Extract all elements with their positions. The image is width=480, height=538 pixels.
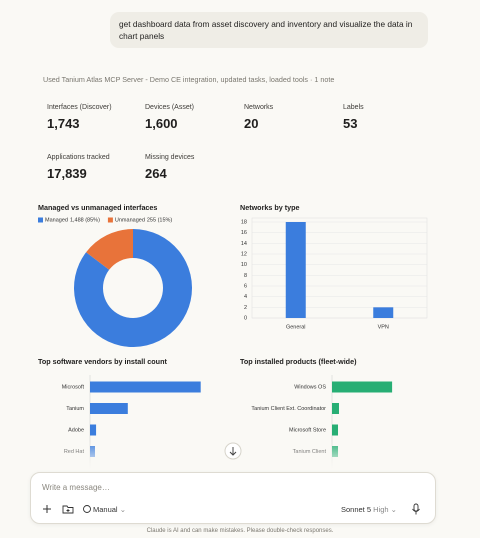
y-tick-label: Microsoft Store xyxy=(289,427,326,433)
y-tick-label: Adobe xyxy=(68,427,84,433)
bar xyxy=(285,222,306,318)
disclaimer: Claude is AI and can make mistakes. Plea… xyxy=(146,528,334,534)
y-tick-label: 0 xyxy=(244,315,247,321)
x-tick-label: General xyxy=(286,324,306,330)
x-tick-label: VPN xyxy=(378,324,389,330)
stat-value: 17,839 xyxy=(47,166,87,181)
model-selector[interactable]: Sonnet 5 High ⌄ xyxy=(341,505,397,514)
bar xyxy=(90,381,201,393)
y-tick-label: 6 xyxy=(244,283,247,289)
stat-label: Devices (Asset) xyxy=(145,104,195,111)
mode-selector[interactable]: Manual ⌄ xyxy=(93,505,126,514)
stat-label: Networks xyxy=(244,104,274,111)
bar xyxy=(332,424,339,436)
stat-value: 1,743 xyxy=(47,116,80,131)
chart-title: Top software vendors by install count xyxy=(38,357,167,366)
bar xyxy=(90,424,97,436)
stat-label: Interfaces (Discover) xyxy=(47,104,112,111)
y-tick-label: 10 xyxy=(241,262,247,268)
legend-swatch xyxy=(38,217,43,223)
y-tick-label: 2 xyxy=(244,305,247,311)
composer-icons[interactable] xyxy=(41,503,91,515)
bar xyxy=(90,403,128,414)
tool-note[interactable]: Used Tanium Atlas MCP Server - Demo CE i… xyxy=(43,75,335,84)
y-tick-label: Microsoft xyxy=(62,384,85,390)
stat-label: Applications tracked xyxy=(47,154,110,161)
composer[interactable]: Write a message… Manual ⌄ Sonnet 5 High … xyxy=(30,472,436,524)
mode: Manual xyxy=(93,505,118,514)
legend-value: 1,488 (85%) xyxy=(70,217,100,223)
pie-slice xyxy=(86,229,133,270)
y-tick-label: Tanium Client Ext. Coordinator xyxy=(251,406,326,412)
mic-button[interactable] xyxy=(410,503,422,515)
scroll-down-button[interactable] xyxy=(224,442,242,460)
y-tick-label: 12 xyxy=(241,251,247,257)
y-tick-label: 14 xyxy=(241,241,247,247)
user-message: get dashboard data from asset discovery … xyxy=(110,12,428,48)
y-tick-label: 18 xyxy=(241,219,247,225)
bar xyxy=(373,307,394,318)
y-tick-label: 16 xyxy=(241,230,247,236)
pie-slice xyxy=(74,229,193,347)
message-input[interactable]: Write a message… xyxy=(42,483,110,492)
legend-label: Unmanaged xyxy=(115,217,145,223)
y-tick-label: 8 xyxy=(244,273,247,279)
legend-label: Managed xyxy=(45,217,68,223)
bar xyxy=(332,381,393,393)
y-tick-label: Windows OS xyxy=(294,384,326,390)
stat-value: 264 xyxy=(145,166,167,181)
legend-value: 255 (15%) xyxy=(147,217,173,223)
plot-frame xyxy=(251,217,428,319)
legend-swatch xyxy=(107,217,113,223)
model: Sonnet 5 xyxy=(341,505,372,514)
y-tick-label: Tanium xyxy=(66,406,84,412)
bar xyxy=(332,403,339,414)
chart-title: Managed vs unmanaged interfaces xyxy=(38,203,157,212)
stat-value: 53 xyxy=(343,116,358,131)
stat-label: Labels xyxy=(343,104,364,111)
effort: High xyxy=(373,505,389,514)
chart-title: Networks by type xyxy=(240,203,300,212)
stat-value: 20 xyxy=(244,116,259,131)
y-tick-label: 4 xyxy=(244,294,247,300)
stat-value: 1,600 xyxy=(145,116,178,131)
stat-label: Missing devices xyxy=(145,154,195,161)
chart-title: Top installed products (fleet-wide) xyxy=(240,357,357,366)
